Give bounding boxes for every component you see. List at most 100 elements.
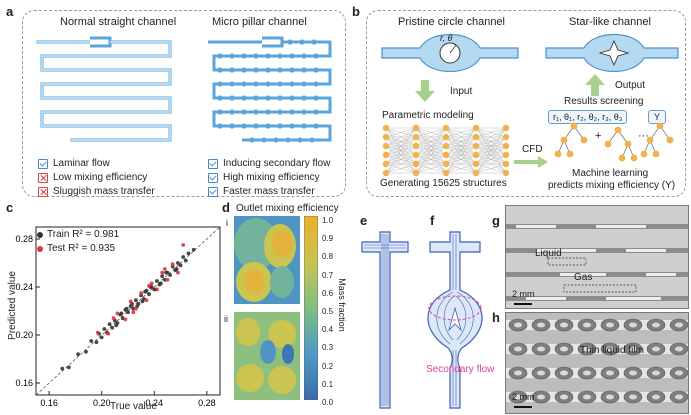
star-pillar — [448, 306, 462, 332]
channel-schematics — [36, 36, 332, 143]
contour-map-ii — [234, 312, 300, 400]
plus-sign: + — [595, 130, 602, 142]
train-point — [174, 267, 179, 271]
pillar-core — [583, 394, 591, 400]
ellipsis: ··· — [638, 130, 649, 142]
generating-structures: Generating 15625 structures — [380, 178, 507, 189]
pillar-core — [652, 394, 660, 400]
pillar-core — [629, 346, 637, 352]
test-point — [115, 311, 120, 316]
train-point — [107, 322, 112, 327]
straight-flow-streamlines — [361, 231, 409, 409]
legend-train: Train R² = 0.981 — [37, 229, 119, 240]
straight-channel-diagram — [36, 36, 172, 142]
pillar-core — [629, 370, 637, 376]
test-point — [160, 270, 165, 275]
ml-line2: predicts mixing efficiency (Y) — [548, 180, 676, 191]
train-point — [168, 273, 172, 277]
test-point — [162, 267, 167, 271]
train-point — [147, 292, 151, 297]
train-point — [158, 281, 163, 286]
pillar-core — [583, 370, 591, 376]
train-point — [110, 325, 115, 330]
gas-label: Gas — [574, 272, 593, 283]
nn-node — [412, 160, 420, 168]
nn-node — [412, 151, 420, 159]
train-point — [191, 247, 196, 252]
nn-node — [382, 169, 390, 177]
panel-label-a: a — [6, 4, 14, 19]
results-screening: Results screening — [564, 96, 644, 107]
pillar-core — [537, 370, 545, 376]
nn-node — [502, 151, 510, 159]
nn-node — [472, 169, 480, 177]
train-point — [94, 340, 99, 345]
y-tick-label: 0.20 — [15, 330, 33, 340]
secondary-flow-label: Secondary flow — [426, 364, 495, 375]
train-point — [164, 270, 169, 275]
panel-a-left-item-1: Laminar flow — [38, 158, 110, 169]
nn-node — [502, 169, 510, 177]
panel-a-right-item-3: Faster mass transfer — [208, 186, 315, 197]
input-arrow — [415, 80, 435, 102]
thin-film-label: Thin liquid film — [580, 345, 644, 356]
pillar-core — [675, 322, 683, 328]
legend-test: Test R² = 0.935 — [37, 243, 115, 254]
liquid-label: Liquid — [535, 248, 562, 259]
pillar-core — [514, 394, 522, 400]
nn-node — [502, 124, 510, 132]
nn-node — [442, 142, 450, 150]
pillar-core — [629, 394, 637, 400]
train-point — [60, 366, 65, 371]
contour-map-i — [234, 216, 300, 304]
train-point — [162, 277, 167, 282]
nn-node — [382, 124, 390, 132]
thin-film-photo — [505, 312, 689, 414]
train-point — [119, 311, 124, 316]
train-point — [178, 263, 183, 268]
pillar-core — [537, 322, 545, 328]
pillar-core — [537, 346, 545, 352]
nn-node — [502, 142, 510, 150]
nn-node — [382, 133, 390, 141]
train-point — [186, 251, 191, 256]
pillar-core — [629, 322, 637, 328]
train-point — [76, 352, 80, 357]
test-point — [181, 243, 186, 247]
gas-liquid-photo — [505, 205, 689, 309]
nn-node — [472, 124, 480, 132]
nn-node — [412, 142, 420, 150]
nn-node — [412, 133, 420, 141]
nn-node — [442, 124, 450, 132]
colorbar-ticks: 1.0 0.9 0.8 0.7 0.6 0.5 0.4 0.3 0.2 0.1 … — [322, 216, 334, 408]
pristine-title: Pristine circle channel — [398, 16, 505, 28]
cfd-label: CFD — [522, 144, 543, 155]
test-point — [165, 277, 170, 282]
check-icon — [208, 158, 218, 169]
test-point — [155, 287, 159, 292]
cfd-arrow — [514, 156, 548, 168]
test-point — [123, 317, 128, 322]
colorbar — [304, 216, 318, 400]
nn-node — [382, 160, 390, 168]
panel-label-b: b — [352, 4, 360, 19]
pillar-core — [675, 346, 683, 352]
train-point — [126, 310, 130, 315]
y-axis-label: Predicted value — [6, 271, 18, 340]
nn-node — [442, 133, 450, 141]
y-box: Y — [648, 110, 667, 124]
test-point — [147, 283, 151, 288]
pillar-core — [583, 322, 591, 328]
panel-label-d: d — [222, 200, 230, 215]
nn-node — [442, 160, 450, 168]
secondary-flow-highlight — [428, 295, 482, 321]
panel-a-left-item-2: Low mixing efficiency — [38, 172, 147, 183]
pillar-beads — [217, 39, 319, 143]
pillar-core — [606, 394, 614, 400]
parametric-modeling: Parametric modeling — [382, 110, 474, 121]
scatter-axes: 0.16 0.16 0.20 0.20 0.24 0.24 0.28 0.28 — [15, 226, 221, 408]
nn-node — [442, 169, 450, 177]
panel-label-h: h — [492, 310, 500, 325]
check-icon — [208, 172, 218, 183]
train-point — [124, 306, 129, 311]
